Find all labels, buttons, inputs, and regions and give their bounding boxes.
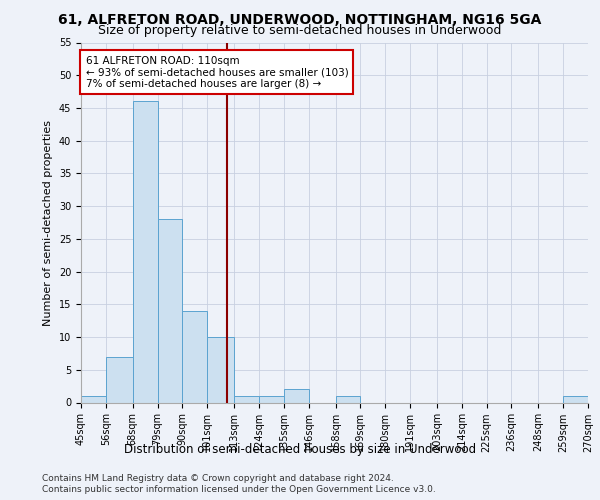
Bar (563, 396, 588, 402)
Bar (158, 219, 182, 402)
Bar (133, 102, 158, 403)
Y-axis label: Number of semi-detached properties: Number of semi-detached properties (43, 120, 53, 326)
Text: 61, ALFRETON ROAD, UNDERWOOD, NOTTINGHAM, NG16 5GA: 61, ALFRETON ROAD, UNDERWOOD, NOTTINGHAM… (58, 12, 542, 26)
Bar (234, 396, 259, 402)
Bar (207, 337, 234, 402)
Text: Size of property relative to semi-detached houses in Underwood: Size of property relative to semi-detach… (98, 24, 502, 37)
Bar (182, 311, 207, 402)
Text: 61 ALFRETON ROAD: 110sqm
← 93% of semi-detached houses are smaller (103)
7% of s: 61 ALFRETON ROAD: 110sqm ← 93% of semi-d… (86, 56, 348, 89)
Bar (106, 356, 133, 403)
Bar (335, 396, 361, 402)
Text: Contains public sector information licensed under the Open Government Licence v3: Contains public sector information licen… (42, 485, 436, 494)
Bar (81, 396, 106, 402)
Bar (259, 396, 284, 402)
Text: Contains HM Land Registry data © Crown copyright and database right 2024.: Contains HM Land Registry data © Crown c… (42, 474, 394, 483)
Bar (284, 390, 308, 402)
Text: Distribution of semi-detached houses by size in Underwood: Distribution of semi-detached houses by … (124, 442, 476, 456)
